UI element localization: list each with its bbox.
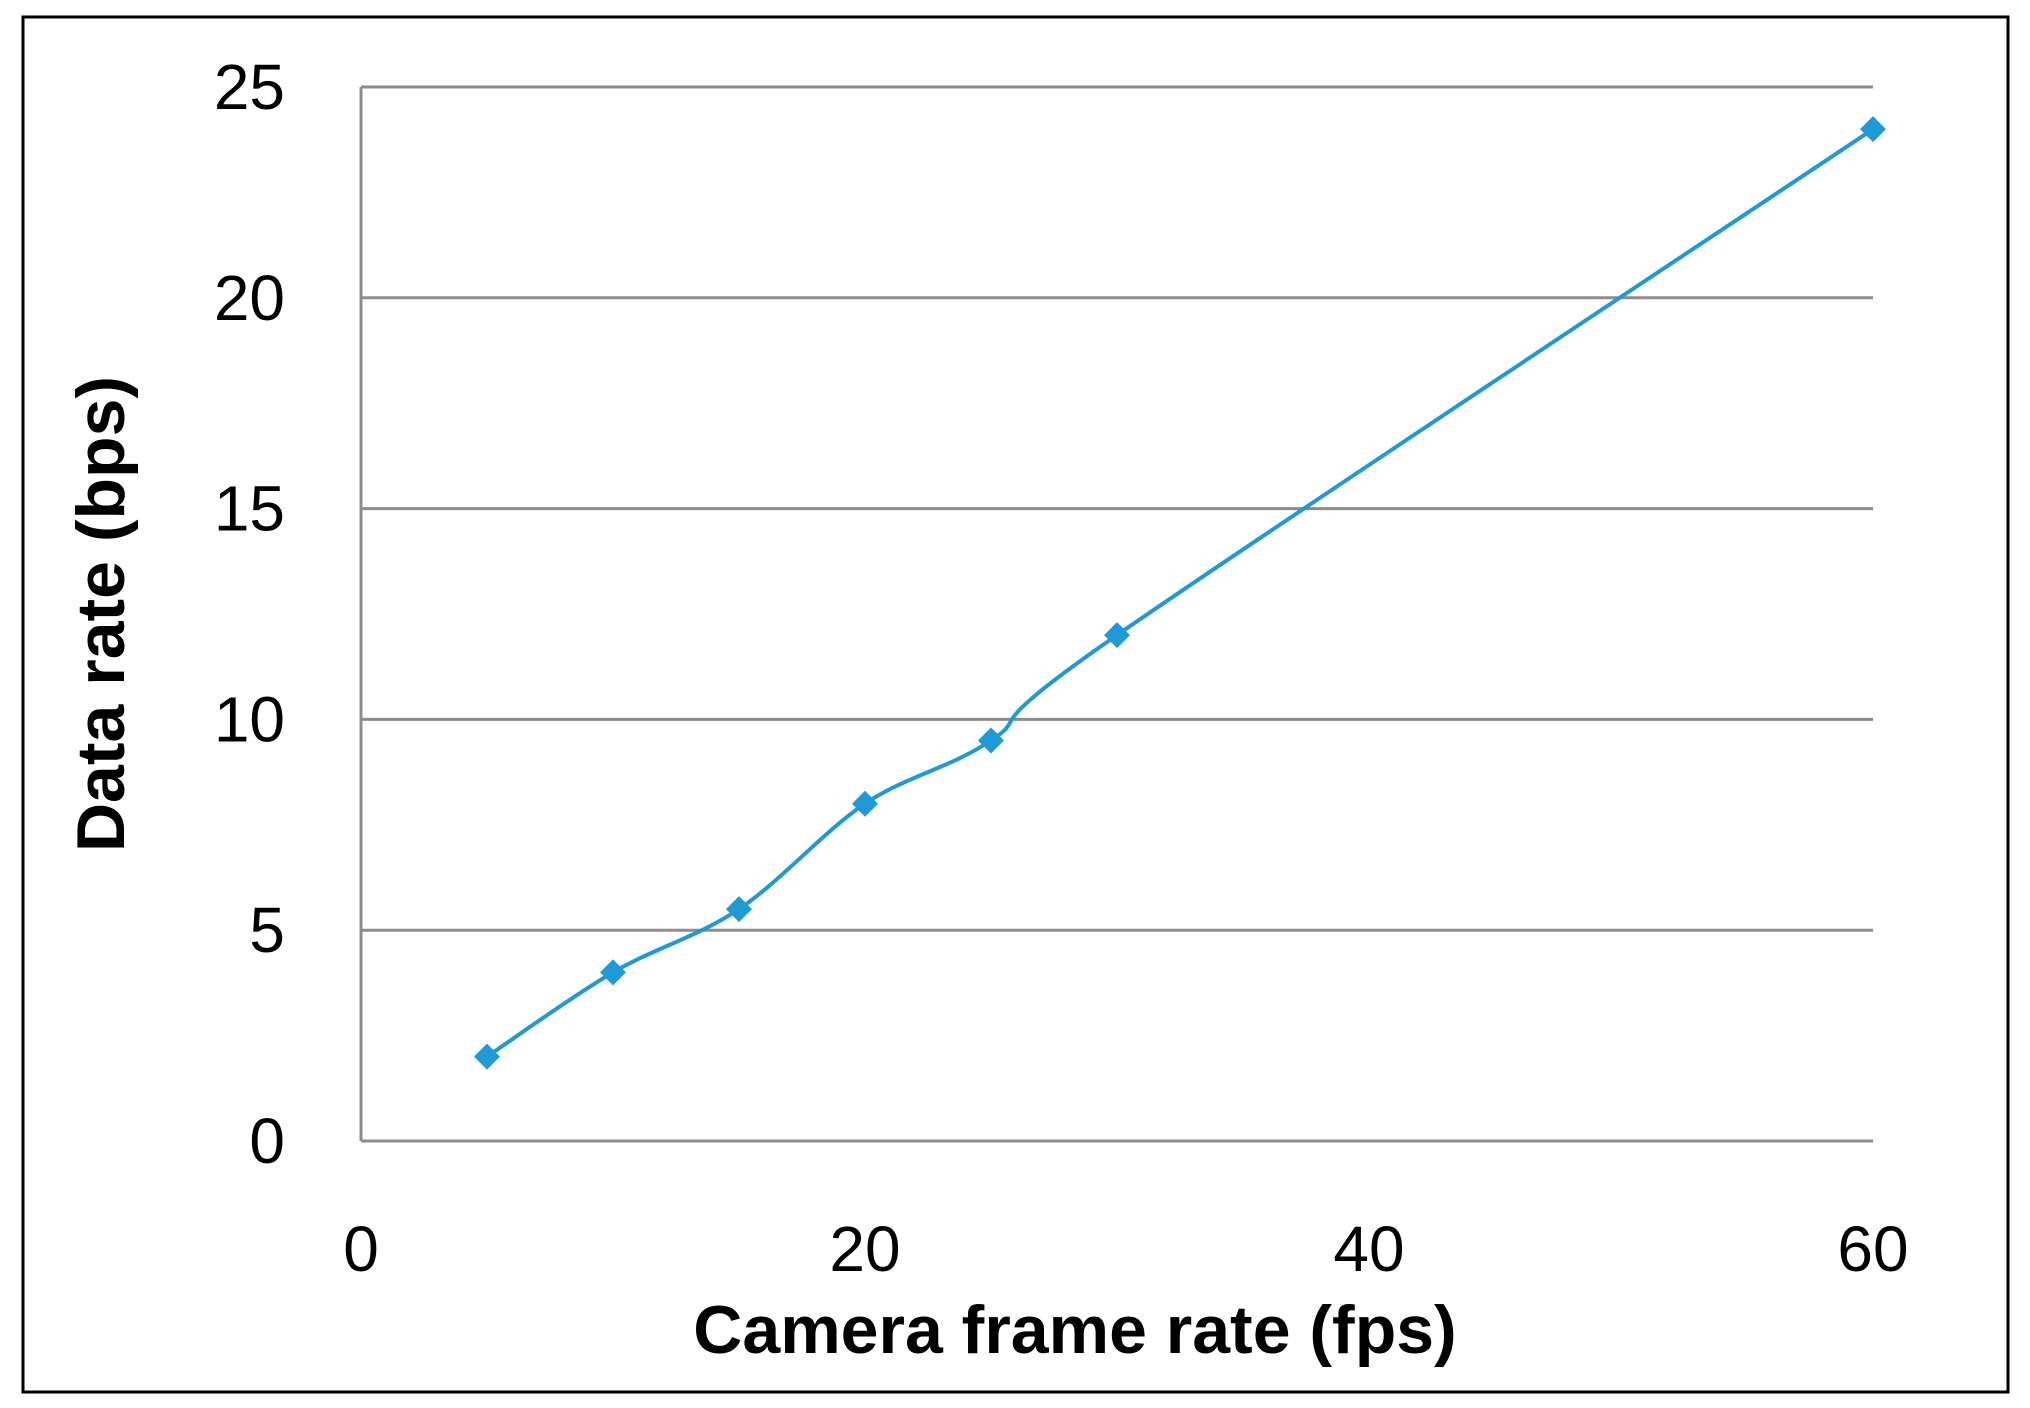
x-tick-label: 40 xyxy=(1333,1213,1404,1285)
y-tick-labels: 0 5 10 15 20 25 xyxy=(214,51,285,1177)
y-tick-label: 20 xyxy=(214,262,285,334)
data-point-marker xyxy=(978,727,1004,754)
y-tick-label: 15 xyxy=(214,473,285,545)
x-tick-label: 20 xyxy=(829,1213,900,1285)
data-point-marker xyxy=(726,896,752,923)
series-line xyxy=(485,127,1875,1059)
x-tick-labels: 0 20 40 60 xyxy=(343,1213,1908,1285)
gridlines xyxy=(361,85,1873,932)
data-point-marker xyxy=(1104,622,1130,649)
series xyxy=(474,116,1886,1070)
x-tick-label: 0 xyxy=(343,1213,379,1285)
data-point-marker xyxy=(600,959,626,986)
x-tick-label: 60 xyxy=(1837,1213,1908,1285)
chart-frame xyxy=(21,15,2010,1394)
data-point-marker xyxy=(1860,116,1886,143)
y-tick-label: 10 xyxy=(214,683,285,755)
data-point-marker xyxy=(852,790,878,817)
y-tick-label: 25 xyxy=(214,51,285,123)
data-point-marker xyxy=(474,1043,500,1070)
y-axis-title: Data rate (bps) xyxy=(63,376,139,852)
y-tick-label: 0 xyxy=(249,1105,285,1177)
x-axis-title: Camera frame rate (fps) xyxy=(693,1292,1456,1368)
y-tick-label: 5 xyxy=(249,894,285,966)
